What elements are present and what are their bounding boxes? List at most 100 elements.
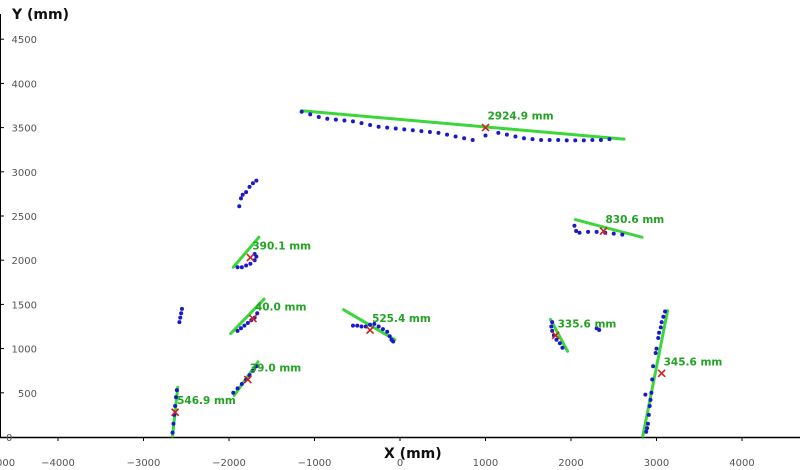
scan-point bbox=[333, 117, 338, 122]
y-ticks: 500 1000 1500 2000 2500 3000 3500 4000 4500 bbox=[0, 35, 37, 400]
scan-point bbox=[661, 314, 666, 319]
scan-point bbox=[650, 377, 655, 382]
scan-point bbox=[547, 137, 552, 142]
scan-point bbox=[646, 412, 651, 417]
scan-point bbox=[240, 192, 245, 197]
scan-point bbox=[496, 130, 501, 135]
scan-point bbox=[380, 327, 385, 332]
segment-center-marker bbox=[599, 226, 608, 236]
scan-point bbox=[359, 324, 364, 329]
scan-point bbox=[597, 328, 602, 333]
scan-point bbox=[170, 430, 175, 435]
scan-point bbox=[368, 122, 373, 127]
scan-point bbox=[654, 346, 659, 351]
scan-point bbox=[355, 323, 360, 328]
y-tick-label: 2000 bbox=[12, 256, 37, 267]
scan-point bbox=[237, 204, 242, 209]
scan-point bbox=[250, 181, 255, 186]
y-tick-label-zero: 0 bbox=[6, 433, 12, 444]
scan-point bbox=[663, 309, 668, 314]
scan-point bbox=[179, 306, 184, 311]
segment-length-labels: 2924.9 mm 830.6 mm 390.1 mm 40.0 mm 39.0 mm 5… bbox=[177, 111, 722, 408]
scan-point bbox=[530, 137, 535, 142]
center-cross-stroke bbox=[366, 325, 375, 335]
scan-point bbox=[174, 388, 179, 393]
segment-centers bbox=[171, 123, 666, 417]
scan-point bbox=[462, 136, 467, 141]
scan-point bbox=[590, 137, 595, 142]
segment-center-marker bbox=[243, 375, 252, 384]
y-axis-title: Y (mm) bbox=[11, 7, 69, 23]
scan-point bbox=[483, 133, 488, 138]
scan-point bbox=[247, 184, 252, 189]
scan-point bbox=[620, 232, 625, 237]
scan-point bbox=[445, 132, 450, 137]
scan-point bbox=[651, 364, 656, 369]
scan-point bbox=[645, 426, 650, 431]
scan-point bbox=[436, 130, 441, 135]
scan-point bbox=[521, 136, 526, 141]
scan-point bbox=[647, 404, 652, 409]
segment-center-marker bbox=[657, 369, 666, 378]
x-tick-label: −1000 bbox=[298, 458, 332, 469]
y-tick-label: 1000 bbox=[12, 345, 37, 356]
scan-point bbox=[385, 125, 390, 130]
scan-point bbox=[248, 261, 253, 266]
scan-point bbox=[244, 190, 249, 195]
fitted-segment bbox=[300, 109, 626, 141]
scan-point bbox=[539, 137, 544, 142]
scan-point bbox=[238, 196, 243, 201]
fitted-segment bbox=[231, 235, 261, 269]
scan-point bbox=[557, 341, 562, 346]
scan-point bbox=[410, 128, 415, 133]
scan-point bbox=[173, 404, 178, 409]
scan-point bbox=[607, 137, 612, 142]
center-cross-stroke bbox=[657, 369, 666, 378]
y-tick-label: 500 bbox=[18, 389, 37, 400]
fitted-segment bbox=[641, 309, 670, 438]
scan-point bbox=[250, 368, 255, 373]
segment-length-label: 345.6 mm bbox=[664, 356, 723, 368]
y-tick-label: 2500 bbox=[12, 212, 37, 223]
x-tick-label: 4000 bbox=[729, 458, 754, 469]
center-cross-stroke bbox=[481, 123, 490, 132]
scan-point bbox=[173, 395, 178, 400]
fitted-segment bbox=[229, 297, 266, 336]
scan-point bbox=[387, 334, 392, 339]
scan-point bbox=[171, 421, 176, 426]
scan-point bbox=[235, 328, 240, 333]
scan-point bbox=[653, 351, 658, 356]
scan-point bbox=[393, 126, 398, 131]
scan-point bbox=[368, 322, 373, 327]
scan-point bbox=[470, 137, 475, 142]
scan-point bbox=[513, 134, 518, 139]
scan-point bbox=[235, 386, 240, 391]
scan-point bbox=[658, 325, 663, 330]
scan-point bbox=[504, 132, 509, 137]
scan-point bbox=[391, 339, 396, 344]
scan-point bbox=[376, 124, 381, 129]
scan-point bbox=[359, 121, 364, 126]
scan-point bbox=[342, 118, 347, 123]
x-tick-label: 1000 bbox=[473, 458, 498, 469]
scan-point bbox=[255, 311, 260, 316]
scan-point bbox=[231, 390, 236, 395]
scan-point bbox=[254, 364, 259, 369]
scan-point bbox=[550, 320, 555, 325]
x-axis-title: X (mm) bbox=[384, 446, 442, 462]
scan-point bbox=[177, 320, 182, 325]
y-tick-label: 4000 bbox=[12, 79, 37, 90]
segment-length-label: 2924.9 mm bbox=[488, 111, 554, 123]
scan-point bbox=[648, 397, 653, 402]
scan-point bbox=[350, 323, 355, 328]
scan-point bbox=[178, 315, 183, 320]
y-tick-label: 1500 bbox=[12, 300, 37, 311]
center-cross-stroke bbox=[551, 331, 560, 340]
scan-point bbox=[659, 320, 664, 325]
x-tick-label: 3000 bbox=[644, 458, 669, 469]
fitted-segment bbox=[548, 317, 570, 353]
x-tick-label: −2000 bbox=[212, 458, 246, 469]
scan-point bbox=[239, 265, 244, 270]
x-tick-label-partial: 000 bbox=[0, 458, 15, 469]
